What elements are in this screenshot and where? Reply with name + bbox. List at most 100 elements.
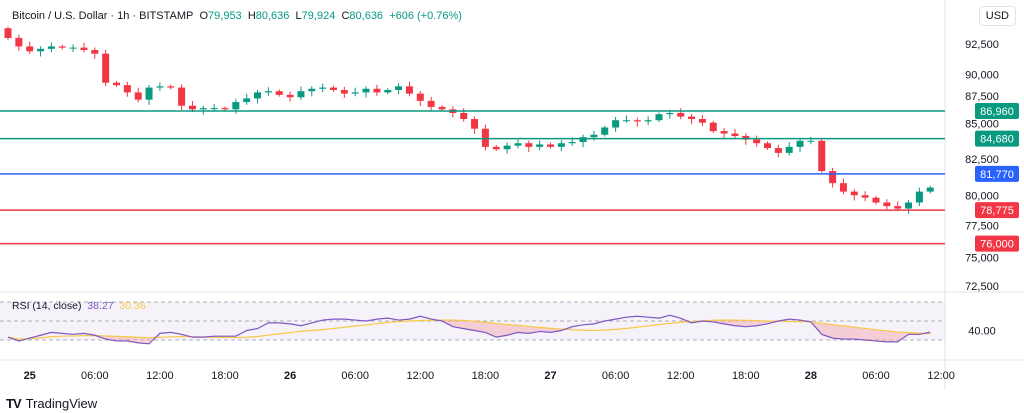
candle-down [123,85,131,93]
candle-down [460,112,468,120]
candle-down [839,183,847,192]
price-tick-label: 82,500 [965,154,999,166]
candle-down [709,122,717,132]
time-tick-label: 27 [544,370,556,382]
rsi-fill [865,328,876,341]
rsi-fill [821,323,833,339]
candle-down [80,47,88,51]
rsi-fill [832,324,844,340]
candle-up [319,87,327,89]
candle-up [666,112,674,115]
rsi-fill [843,325,855,340]
tradingview-logo-icon: TV [6,396,22,411]
candle-down [731,133,739,136]
candle-down [688,116,696,120]
candle-up [254,92,262,99]
rsi-fill [138,337,150,344]
rsi-fill [745,320,757,327]
rsi-axis-label: 40.00 [968,326,996,338]
candle-down [633,120,641,122]
candle-up [503,145,511,150]
candle-down [850,191,858,196]
price-level-label: 86,960 [980,106,1014,118]
time-tick-label: 06:00 [862,370,890,382]
candle-down [91,50,99,54]
candle-down [698,119,706,123]
time-tick-label: 25 [24,370,36,382]
candle-down [872,197,880,203]
candle-up [243,98,251,103]
price-level-badge [975,130,1019,147]
candle-up [905,202,913,209]
candle-up [232,102,240,110]
tradingview-logo[interactable]: TV TradingView [6,396,98,411]
rsi-fill [517,325,529,334]
candle-down [438,106,446,110]
time-tick-label: 12:00 [407,370,435,382]
rsi-fill [116,336,128,341]
candle-down [102,53,110,83]
time-tick-label: 12:00 [927,370,955,382]
rsi-legend: RSI (14, close) 38.27 30.36 [12,300,146,312]
candle-up [351,92,359,94]
candle-down [286,94,294,98]
candle-down [818,140,826,172]
candle-up [601,127,609,135]
rsi-fill [886,330,898,342]
rsi-fill [452,320,464,329]
low-value: 79,924 [301,10,336,22]
candle-up [210,108,218,110]
candle-up [536,144,544,147]
candle-up [568,142,576,144]
candle-up [796,140,804,147]
candle-up [156,86,164,88]
price-level-badge [975,202,1019,219]
price-level-label: 78,775 [980,205,1014,217]
time-tick-label: 18:00 [211,370,239,382]
rsi-fill [105,335,117,341]
candle-down [178,87,186,106]
price-tick-label: 72,500 [965,281,999,293]
rsi-value: 38.27 [87,300,114,312]
candle-up [579,137,587,143]
candle-down [427,100,435,107]
candle-up [47,46,55,49]
rsi-fill [724,320,735,326]
close-value: 80,636 [349,10,384,22]
candle-down [373,88,381,93]
rsi-fill [734,320,746,327]
candle-up [807,140,815,142]
candle-up [655,114,663,121]
time-tick-label: 18:00 [472,370,500,382]
candle-down [492,146,500,150]
time-tick-label: 06:00 [81,370,109,382]
price-tick-label: 92,500 [965,39,999,51]
time-tick-label: 06:00 [341,370,369,382]
candle-down [883,202,891,207]
candle-down [753,139,761,144]
candle-down [221,108,229,110]
price-level-badge [975,235,1019,252]
candle-up [384,89,392,93]
candle-down [405,86,413,94]
candle-up [297,91,305,98]
time-tick-label: 28 [805,370,817,382]
currency-button[interactable]: USD [978,6,1016,26]
time-tick-label: 12:00 [667,370,695,382]
time-tick-label: 06:00 [602,370,630,382]
high-value: 80,636 [255,10,290,22]
price-level-label: 81,770 [980,169,1014,181]
candle-down [58,46,66,48]
candle-down [275,91,283,95]
symbol-legend: Bitcoin / U.S. Dollar · 1h · BITSTAMP O7… [12,10,462,22]
candle-up [145,87,153,100]
rsi-ma-value: 30.36 [119,300,146,312]
candle-down [471,119,479,129]
candle-down [113,82,120,86]
candle-down [167,86,175,88]
candle-down [340,89,348,94]
candle-down [774,148,782,153]
candle-down [134,92,142,100]
candle-up [590,134,598,138]
